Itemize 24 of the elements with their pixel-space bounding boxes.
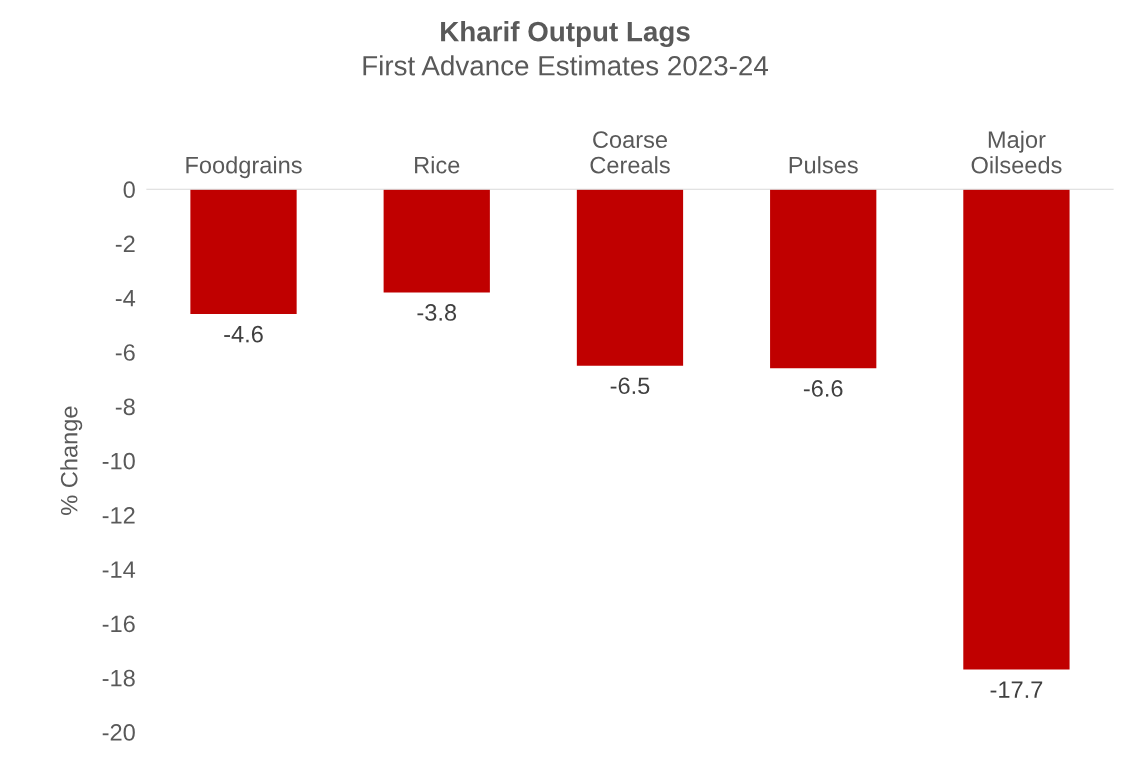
y-tick-label: -20 xyxy=(102,724,135,741)
y-tick-label: -16 xyxy=(102,615,135,633)
x-tick-label: Pulses xyxy=(789,156,858,174)
data-label: -4.6 xyxy=(224,325,263,343)
data-label: -6.5 xyxy=(610,377,650,395)
chart-title: Kharif Output Lags xyxy=(441,21,690,48)
y-tick-label: -4 xyxy=(115,290,136,307)
y-tick-label: -10 xyxy=(102,452,135,470)
chart-subtitle: First Advance Estimates 2023-24 xyxy=(363,55,768,76)
x-tick-label: Major Oilseeds xyxy=(971,130,1062,174)
x-tick-label: Coarse Cereals xyxy=(590,131,670,174)
y-tick-label: -12 xyxy=(102,506,135,524)
data-label: -17.7 xyxy=(990,681,1043,698)
y-tick-label: -2 xyxy=(115,235,135,253)
y-tick-label: -18 xyxy=(102,669,135,687)
y-tick-label: -14 xyxy=(102,561,136,578)
y-axis-title: % Change xyxy=(60,406,83,515)
x-tick-label: Foodgrains xyxy=(186,156,302,179)
x-tick-label: Rice xyxy=(415,156,460,174)
data-label: -6.6 xyxy=(803,380,843,397)
data-label: -3.8 xyxy=(417,304,457,321)
y-tick-label: -6 xyxy=(115,344,135,361)
y-tick-label: 0 xyxy=(123,181,135,199)
y-tick-label: -8 xyxy=(115,398,135,416)
